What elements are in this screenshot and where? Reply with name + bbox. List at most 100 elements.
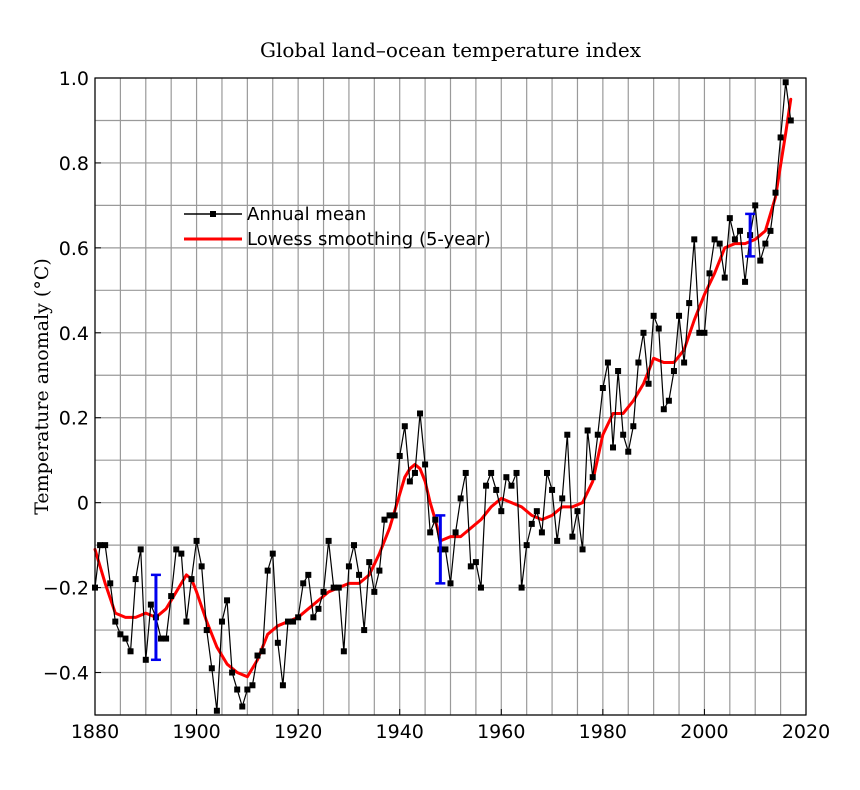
annual-mean-point [493,486,500,493]
annual-mean-point [549,486,556,493]
annual-mean-point [523,542,530,549]
annual-mean-point [777,134,784,141]
annual-mean-point [107,580,114,587]
annual-mean-point [711,236,718,243]
annual-mean-point [284,618,291,625]
annual-mean-point [742,278,749,285]
annual-mean-point [604,359,611,366]
annual-mean-point [655,325,662,332]
x-tick-label: 1900 [172,721,220,743]
y-tick-label: 1.0 [59,68,89,90]
annual-mean-point [127,648,134,655]
annual-mean-point [686,300,693,307]
annual-mean-point [442,546,449,553]
x-axis-ticks: 1880 1900 1920 1940 1960 1980 2000 2020 [71,709,830,743]
x-tick-label: 1960 [477,721,525,743]
annual-mean-point [508,482,515,489]
annual-mean-point [630,423,637,430]
annual-mean-point [503,474,510,481]
annual-mean-point [274,639,281,646]
annual-mean-point [305,571,312,578]
annual-mean-point [340,648,347,655]
y-tick-label: 0 [77,493,89,515]
y-tick-label: 0.4 [59,323,89,345]
annual-mean-point [183,618,190,625]
annual-mean-point [193,537,200,544]
annual-mean-point [361,627,368,634]
annual-mean-point [691,236,698,243]
error-bars [150,212,756,662]
annual-mean-point [762,240,769,247]
annual-mean-point [356,571,363,578]
annual-mean-point [239,703,246,710]
annual-mean-point [411,469,418,476]
error-bar [150,573,161,662]
annual-mean-point [112,618,119,625]
x-tick-label: 1940 [376,721,424,743]
error-bar [745,212,756,258]
legend: Annual mean Lowess smoothing (5-year) [184,204,491,250]
x-tick-label: 1920 [274,721,322,743]
annual-mean-point [477,584,484,591]
annual-mean-point [198,563,205,570]
annual-mean-point [706,270,713,277]
annual-mean-point [401,423,408,430]
y-tick-label: 0.8 [59,153,89,175]
annual-mean-point [178,550,185,557]
annual-mean-point [589,474,596,481]
annual-mean-point [97,542,104,549]
annual-mean-point [234,686,241,693]
annual-mean-point [158,635,165,642]
annual-mean-point [782,79,789,86]
annual-mean-point [569,533,576,540]
annual-mean-point [457,495,464,502]
annual-mean-point [731,236,738,243]
annual-mean-point [787,117,794,124]
annual-mean-point [366,559,373,566]
annual-mean-point [676,312,683,319]
annual-mean-point [320,588,327,595]
annual-mean-point [269,550,276,557]
annual-mean-point [574,508,581,515]
annual-mean-point [345,563,352,570]
annual-mean-point [772,189,779,196]
annual-mean-point [249,682,256,689]
annual-mean-point [681,359,688,366]
annual-mean-layer [92,79,794,714]
legend-annual-mean-label: Annual mean [247,204,366,225]
annual-mean-point [736,227,743,234]
annual-mean-point [147,601,154,608]
annual-mean-point [208,665,215,672]
annual-mean-point [330,584,337,591]
y-axis-ticks: −0.4 −0.2 0 0.2 0.4 0.6 0.8 1.0 [43,68,101,685]
annual-mean-point [381,516,388,523]
smoothing-layer [93,97,793,679]
annual-mean-point [716,240,723,247]
annual-mean-point [670,368,677,375]
annual-mean-point [650,312,657,319]
annual-mean-point [244,686,251,693]
annual-mean-point [295,614,302,621]
annual-mean-point [137,546,144,553]
annual-mean-point [721,274,728,281]
annual-mean-point [462,469,469,476]
annual-mean-point [447,580,454,587]
annual-mean-point [386,512,393,519]
annual-mean-point [168,593,175,600]
annual-mean-point [122,635,129,642]
annual-mean-point [279,682,286,689]
annual-mean-point [432,516,439,523]
y-axis-title: Temperature anomaly (°C) [31,258,53,515]
smoothing-line [93,97,793,679]
annual-mean-point [300,580,307,587]
x-tick-label: 2020 [782,721,830,743]
annual-mean-point [259,648,266,655]
annual-mean-point [290,618,297,625]
annual-mean-point [264,567,271,574]
annual-mean-point [594,431,601,438]
annual-mean-point [213,707,220,714]
y-tick-label: −0.2 [43,578,89,600]
annual-mean-point [417,410,424,417]
annual-mean-point [406,478,413,485]
legend-smoothing-label: Lowess smoothing (5-year) [247,229,491,250]
